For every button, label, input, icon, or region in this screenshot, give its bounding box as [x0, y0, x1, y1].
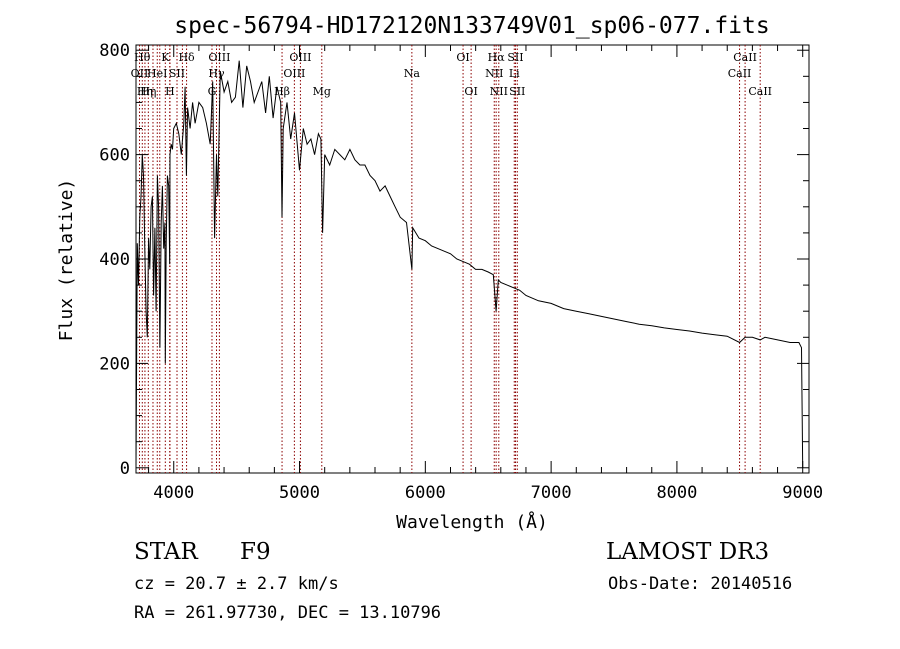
x-tick-label-9000: 9000 — [782, 483, 823, 503]
object-subclass: F9 — [240, 539, 271, 565]
spectrum-series-line — [135, 60, 804, 468]
x-axis-label: Wavelength (Å) — [396, 511, 548, 533]
object-class: STAR — [134, 539, 198, 565]
ra-dec-coordinates: RA = 261.97730, DEC = 13.10796 — [134, 603, 442, 623]
line-label-30: CaII — [733, 51, 757, 64]
line-label-18: OIII — [289, 51, 311, 64]
line-label-16: Hβ — [274, 85, 290, 98]
y-tick-label-800: 800 — [99, 41, 130, 61]
line-label-17: OIII — [283, 67, 305, 80]
line-label-5: HeI — [147, 67, 167, 80]
y-tick-label-400: 400 — [99, 250, 130, 270]
survey-name: LAMOST DR3 — [606, 539, 770, 565]
line-label-12: Hδ — [178, 51, 195, 64]
line-label-1: Hθ — [134, 51, 151, 64]
line-label-23: NII — [485, 67, 503, 80]
obs-date: Obs-Date: 20140516 — [608, 574, 793, 594]
line-label-21: OI — [456, 51, 469, 64]
line-label-27: SII — [507, 51, 523, 64]
line-label-29: CaII — [728, 67, 752, 80]
x-tick-label-6000: 6000 — [405, 483, 446, 503]
redshift-cz: cz = 20.7 ± 2.7 km/s — [134, 574, 339, 594]
x-axis-ticks: 4000 5000 6000 7000 8000 9000 — [148, 45, 823, 503]
chart-title: spec-56794-HD172120N133749V01_sp06-077.f… — [174, 13, 769, 39]
spectral-line-labels: OIIHθHηHηHeIKHSIIHδGHγOIIIHβOIIIOIIIMgNa… — [131, 51, 772, 98]
x-tick-label-8000: 8000 — [656, 483, 697, 503]
line-label-31: CaII — [748, 85, 772, 98]
y-tick-label-600: 600 — [99, 146, 130, 166]
line-label-25: NII — [490, 85, 508, 98]
line-label-7: K — [161, 51, 170, 64]
plot-frame — [135, 44, 810, 474]
line-label-0: OII — [131, 67, 149, 80]
line-label-14: Hγ — [208, 67, 225, 80]
spectral-line-markers — [139, 45, 761, 473]
line-label-24: Hα — [488, 51, 506, 64]
line-label-19: Mg — [313, 85, 331, 98]
x-tick-label-5000: 5000 — [279, 483, 320, 503]
x-tick-label-4000: 4000 — [153, 483, 194, 503]
line-label-20: Na — [404, 67, 421, 80]
y-tick-label-0: 0 — [120, 459, 130, 479]
line-label-2: Hη — [137, 85, 153, 98]
line-label-28: SII — [509, 85, 525, 98]
y-tick-label-200: 200 — [99, 354, 130, 374]
line-label-3: Hη — [140, 85, 156, 98]
line-label-9: H — [165, 85, 175, 98]
y-axis-label: Flux (relative) — [56, 179, 77, 342]
line-label-22: OI — [464, 85, 477, 98]
line-label-10: SII — [169, 67, 185, 80]
x-tick-label-7000: 7000 — [531, 483, 572, 503]
y-axis-ticks: 0 200 400 600 800 — [99, 41, 809, 479]
line-label-15: OIII — [208, 51, 230, 64]
line-label-26: Li — [509, 67, 520, 80]
